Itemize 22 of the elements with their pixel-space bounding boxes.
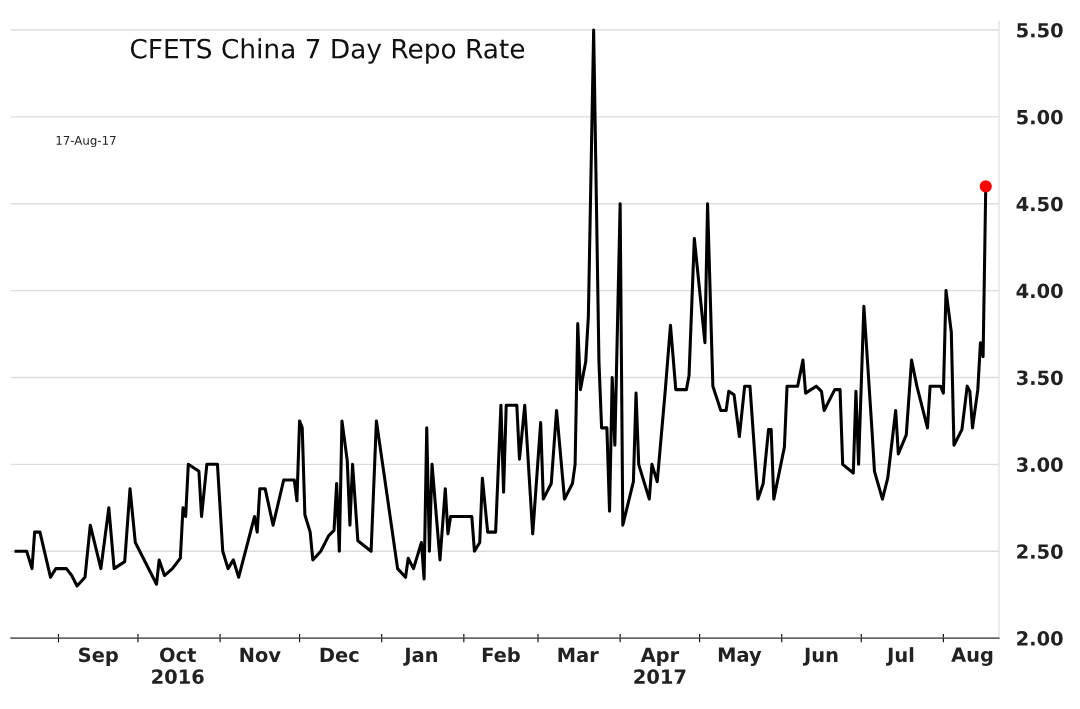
annotation: 17-Aug-17 [56, 136, 116, 148]
x-tick-label: Jul [886, 647, 914, 666]
text: CFETS China 7 Day Repo Rate [130, 38, 525, 64]
y-tick-label: 4.00 [1016, 283, 1063, 299]
x-tick-label: May [718, 647, 762, 666]
x-tick-label: Apr 2017 [634, 647, 686, 684]
x-tick-label: Dec [320, 647, 359, 663]
y-tick-label: 5.50 [1017, 22, 1063, 38]
y-tick-label: 2.50 [1017, 544, 1063, 559]
x-tick-label: Sep [79, 647, 118, 666]
x-tick-label: Jun [802, 647, 838, 666]
y-tick-label: 4.50 [1016, 196, 1063, 212]
x-tick-label: Jan [403, 647, 438, 666]
x-tick-label: Oct 2016 [152, 647, 204, 684]
y-tick-label: 2.00 [1017, 631, 1063, 646]
y-tick-label: 3.00 [1016, 457, 1063, 473]
y-tick-label: 5.00 [1017, 109, 1063, 125]
x-tick-label: Aug [951, 647, 993, 666]
x-tick-label: Nov [240, 647, 281, 663]
y-tick-label: 3.50 [1016, 370, 1063, 386]
x-tick-label: Feb [482, 647, 520, 663]
x-tick-label: Mar [558, 647, 599, 663]
